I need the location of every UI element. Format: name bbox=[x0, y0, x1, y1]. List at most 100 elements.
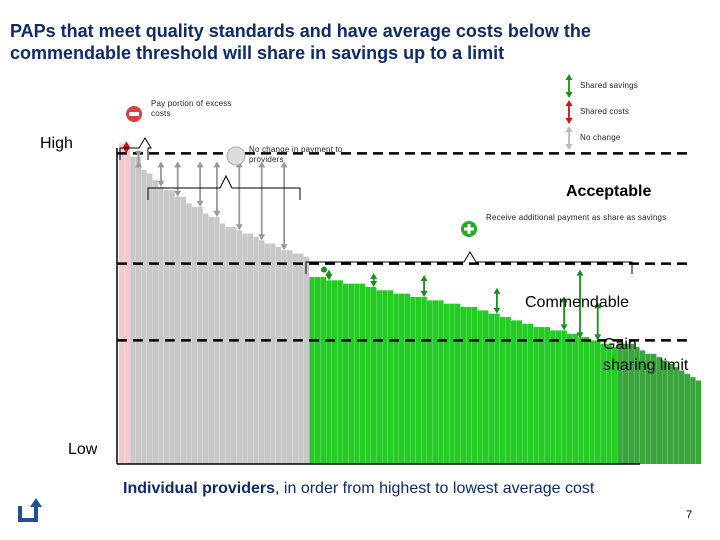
limit-bar-1 bbox=[623, 343, 629, 464]
gray-arrow-2 bbox=[174, 161, 182, 197]
savings-bar-3 bbox=[326, 280, 332, 464]
no_change-bar-24 bbox=[264, 243, 270, 464]
savings-bar-22 bbox=[432, 300, 438, 464]
no_change-bar-28 bbox=[287, 250, 293, 464]
no_change-bar-26 bbox=[275, 246, 282, 464]
gray-arrow-6 bbox=[258, 161, 266, 241]
savings-bar-8 bbox=[354, 283, 360, 464]
decorations bbox=[18, 106, 633, 522]
legend-shared-savings: Shared savings bbox=[580, 81, 638, 90]
no_change-bar-27 bbox=[281, 250, 287, 464]
no_change-bar-17 bbox=[225, 226, 231, 464]
gray-arrow-0 bbox=[135, 150, 142, 168]
savings-bar-26 bbox=[455, 303, 461, 464]
no_change-bar-29 bbox=[292, 253, 298, 464]
savings-bar-40 bbox=[533, 327, 539, 464]
savings-bar-51 bbox=[595, 340, 601, 464]
savings-bar-23 bbox=[438, 300, 444, 464]
x-axis-label: Individual providers, in order from high… bbox=[123, 480, 594, 498]
gain-sharing-label-line2: sharing limit bbox=[603, 357, 689, 374]
savings-bar-20 bbox=[421, 297, 427, 464]
gray-arrow-3 bbox=[196, 161, 204, 207]
commendable-label: Commendable bbox=[525, 294, 630, 311]
no_change-bar-0 bbox=[130, 156, 136, 464]
limit-bar-14 bbox=[695, 380, 702, 464]
savings-bar-42 bbox=[544, 327, 550, 464]
limit-bar-6 bbox=[651, 353, 657, 464]
no_change-bar-22 bbox=[253, 236, 259, 464]
excess-brace bbox=[119, 137, 152, 160]
savings-bar-7 bbox=[348, 283, 354, 464]
savings-bar-17 bbox=[404, 293, 410, 464]
green-arrow-limit bbox=[576, 269, 584, 339]
limit-bar-11 bbox=[679, 370, 685, 464]
no_change-bar-13 bbox=[203, 213, 209, 464]
no_change-bar-7 bbox=[169, 190, 175, 464]
savings-bar-21 bbox=[427, 300, 433, 464]
bar-group bbox=[119, 143, 702, 465]
savings-bar-45 bbox=[561, 330, 567, 464]
no_change-bar-2 bbox=[141, 170, 147, 464]
savings-bar-50 bbox=[589, 340, 595, 464]
limit-bar-13 bbox=[690, 377, 696, 464]
limit-bar-7 bbox=[656, 357, 662, 464]
savings-bar-11 bbox=[371, 286, 377, 464]
savings-bar-48 bbox=[578, 337, 584, 464]
savings-bar-29 bbox=[471, 307, 478, 464]
gray-arrow-7 bbox=[280, 161, 288, 251]
gain-sharing-label-line1: Gain bbox=[603, 336, 637, 353]
no_change-bar-8 bbox=[175, 196, 181, 465]
no_change-bar-19 bbox=[236, 230, 242, 464]
arrow-group bbox=[122, 74, 602, 341]
no_change-bar-14 bbox=[208, 216, 214, 464]
savings-bar-24 bbox=[443, 303, 450, 464]
no_change-bar-30 bbox=[298, 253, 304, 464]
savings-bar-9 bbox=[359, 283, 366, 464]
savings-bar-28 bbox=[466, 307, 472, 464]
savings-bar-5 bbox=[337, 280, 343, 464]
savings-bar-46 bbox=[567, 333, 573, 464]
savings-bar-27 bbox=[460, 307, 466, 464]
legend-shared-costs: Shared costs bbox=[580, 107, 630, 116]
limit-bar-10 bbox=[673, 367, 679, 464]
no_change-bar-23 bbox=[259, 240, 265, 464]
slide-title: PAPs that meet quality standards and hav… bbox=[10, 20, 690, 64]
y-axis-low-label: Low bbox=[68, 441, 98, 458]
green-arrow-0 bbox=[325, 269, 333, 281]
savings-bar-35 bbox=[505, 317, 511, 464]
savings-bar-2 bbox=[320, 276, 326, 464]
savings-bar-54 bbox=[611, 347, 618, 464]
gray-arrow-5 bbox=[235, 161, 243, 231]
savings-bar-33 bbox=[494, 313, 500, 464]
limit-bar-8 bbox=[662, 360, 668, 464]
savings-bar-38 bbox=[522, 323, 528, 464]
no_change-bar-1 bbox=[135, 156, 142, 464]
no_change-bar-9 bbox=[180, 196, 186, 465]
savings-bar-32 bbox=[488, 313, 494, 464]
savings-bar-4 bbox=[331, 280, 338, 464]
legend-arrow-gray bbox=[565, 126, 573, 150]
savings-bar-52 bbox=[600, 343, 606, 464]
no_change-bar-5 bbox=[158, 186, 164, 464]
savings-bar-43 bbox=[550, 330, 556, 464]
legend-no-change: No change bbox=[580, 133, 621, 142]
savings-bar-47 bbox=[572, 333, 578, 464]
commendable-dot bbox=[321, 266, 327, 273]
legend-arrow-red bbox=[565, 100, 573, 124]
savings-bar-36 bbox=[511, 320, 517, 464]
savings-bar-19 bbox=[415, 297, 422, 464]
savings-bar-30 bbox=[477, 310, 483, 464]
no_change-bar-6 bbox=[163, 190, 170, 464]
savings-bar-25 bbox=[449, 303, 455, 464]
slide-title-line1: PAPs that meet quality standards and hav… bbox=[10, 21, 591, 41]
limit-bar-3 bbox=[634, 347, 640, 464]
green-arrow-1 bbox=[370, 272, 378, 287]
no_change-bar-10 bbox=[186, 203, 192, 465]
no_change-bar-31 bbox=[303, 256, 310, 464]
no_change-bar-21 bbox=[247, 233, 254, 464]
no_change-bar-12 bbox=[197, 206, 203, 464]
commendable-brace bbox=[305, 251, 633, 274]
savings-bar-39 bbox=[527, 323, 534, 464]
green-arrow-2 bbox=[420, 275, 428, 297]
savings-bar-41 bbox=[539, 327, 545, 464]
